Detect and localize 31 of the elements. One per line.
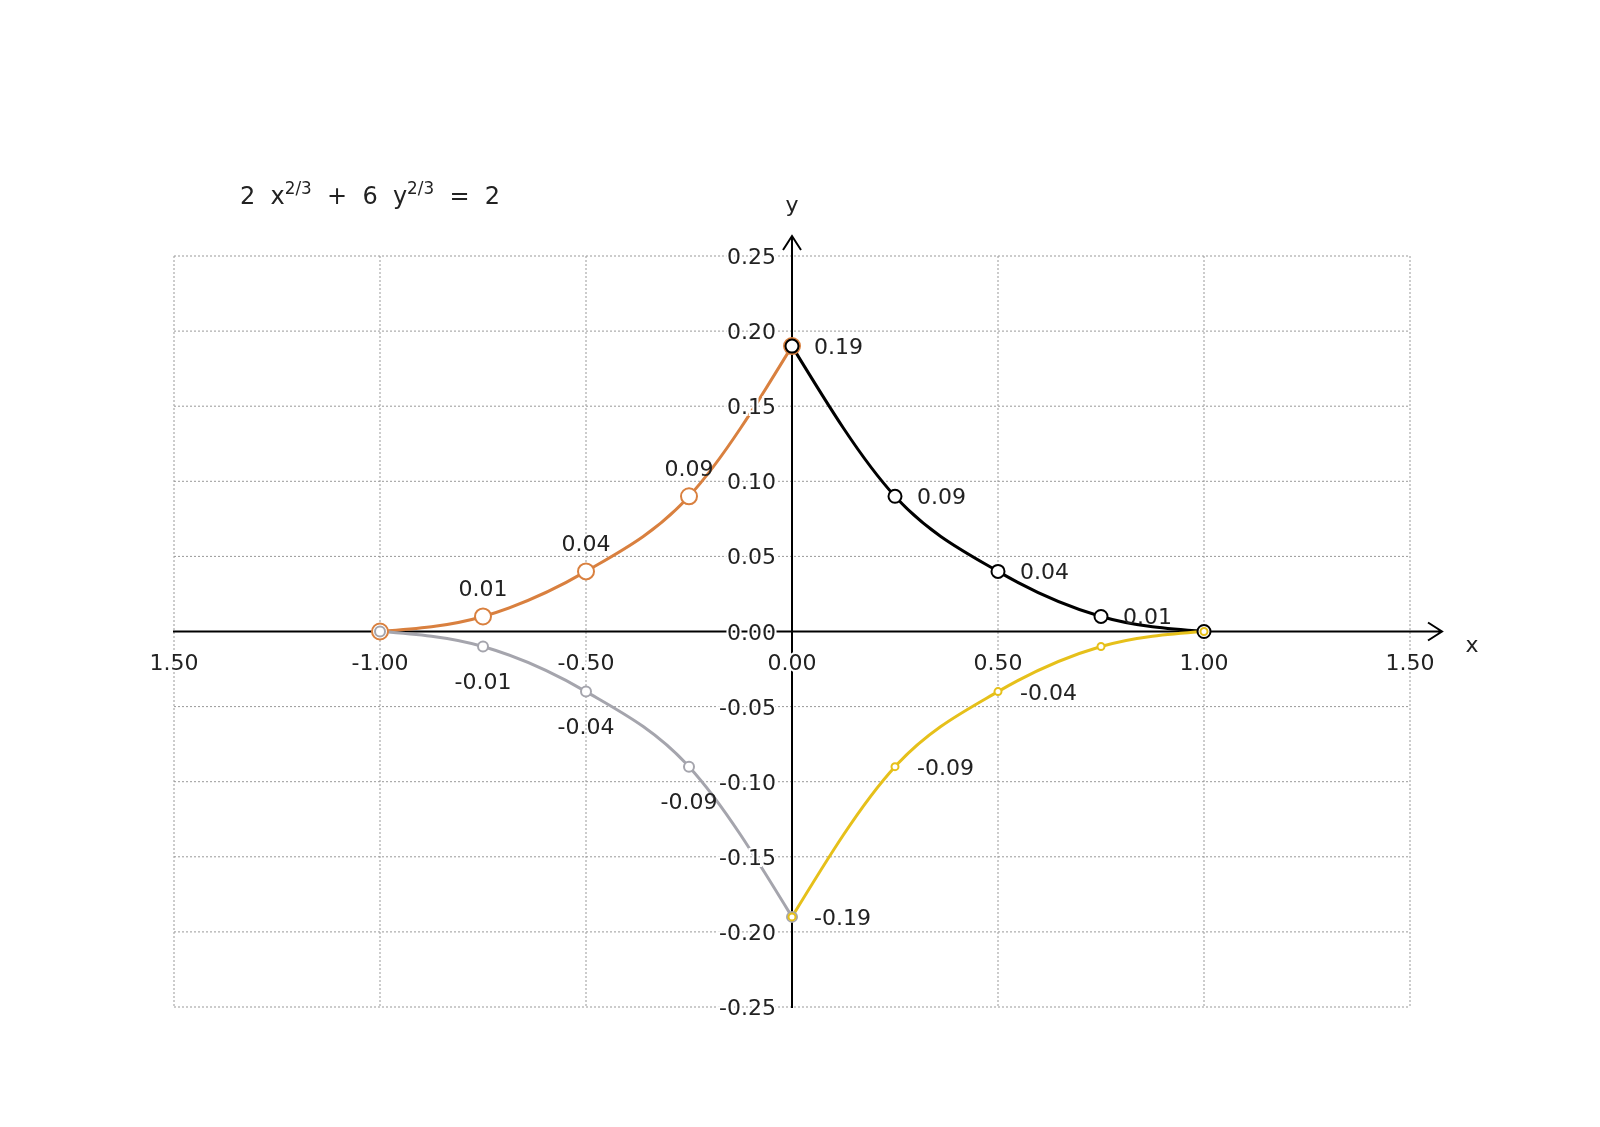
x-tick-label: 1.00 bbox=[1179, 649, 1229, 675]
data-label: 0.04 bbox=[561, 531, 611, 557]
y-tick-label: 0.05 bbox=[727, 544, 776, 570]
y-tick-label: -0.05 bbox=[719, 694, 776, 720]
y-tick-label: -0.10 bbox=[719, 769, 776, 795]
data-label: -0.19 bbox=[814, 904, 871, 930]
y-tick-label: 0.10 bbox=[727, 469, 776, 495]
y-tick-label: -0.25 bbox=[719, 995, 776, 1020]
data-label: 0.01 bbox=[458, 576, 508, 602]
y-tick-label: -0.20 bbox=[719, 919, 776, 945]
x-tick-label: 1.50 bbox=[149, 649, 199, 675]
y-tick-label: -0.15 bbox=[719, 844, 776, 870]
data-label: 0.01 bbox=[1123, 604, 1172, 630]
x-tick-label: -0.50 bbox=[557, 649, 615, 675]
data-label: -0.04 bbox=[1020, 679, 1077, 705]
data-label: 0.04 bbox=[1020, 559, 1069, 585]
y-axis-title: y bbox=[785, 192, 799, 217]
x-tick-label: -1.00 bbox=[351, 649, 409, 675]
data-label: -0.04 bbox=[557, 713, 615, 739]
data-label: 0.19 bbox=[814, 334, 863, 360]
x-tick-label: 1.50 bbox=[1385, 649, 1435, 675]
y-tick-label: 0.20 bbox=[727, 319, 776, 345]
chart-title: 2 x$^{2/3}$ + 6 y$^{2/3}$ = 2 bbox=[240, 178, 501, 210]
data-label: 0.09 bbox=[917, 484, 966, 510]
x-tick-label: 0.50 bbox=[973, 649, 1023, 675]
y-tick-label: 0.25 bbox=[727, 244, 776, 269]
data-label: -0.09 bbox=[917, 754, 974, 780]
data-label: 0.09 bbox=[664, 456, 714, 482]
x-axis-title: x bbox=[1465, 631, 1479, 657]
data-label: -0.09 bbox=[660, 788, 718, 814]
data-label: -0.01 bbox=[454, 668, 512, 694]
